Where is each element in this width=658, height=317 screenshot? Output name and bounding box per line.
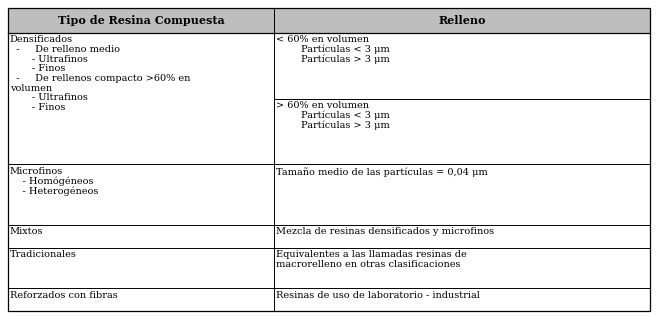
Text: -     De relleno medio: - De relleno medio bbox=[10, 45, 120, 54]
Text: Partículas > 3 μm: Partículas > 3 μm bbox=[276, 55, 390, 64]
Text: Equivalentes a las llamadas resinas de: Equivalentes a las llamadas resinas de bbox=[276, 250, 467, 259]
Bar bbox=[8, 33, 650, 164]
Text: - Homógéneos: - Homógéneos bbox=[10, 177, 93, 186]
Text: Relleno: Relleno bbox=[438, 15, 486, 26]
Bar bbox=[8, 164, 650, 225]
Text: Mezcla de resinas densificados y microfinos: Mezcla de resinas densificados y microfi… bbox=[276, 227, 495, 236]
Text: - Ultrafinos: - Ultrafinos bbox=[10, 55, 88, 64]
Text: macrorelleno en otras clasificaciones: macrorelleno en otras clasificaciones bbox=[276, 260, 461, 269]
Text: - Finos: - Finos bbox=[10, 103, 65, 112]
Text: Resinas de uso de laboratorio - industrial: Resinas de uso de laboratorio - industri… bbox=[276, 291, 480, 300]
Text: Densificados: Densificados bbox=[10, 35, 73, 44]
Text: Mixtos: Mixtos bbox=[10, 227, 43, 236]
Text: -     De rellenos compacto >60% en: - De rellenos compacto >60% en bbox=[10, 74, 190, 83]
Bar bbox=[8, 8, 650, 33]
Bar bbox=[8, 225, 650, 248]
Text: Partículas < 3 μm: Partículas < 3 μm bbox=[276, 111, 390, 120]
Text: Tradicionales: Tradicionales bbox=[10, 250, 77, 259]
Text: < 60% en volumen: < 60% en volumen bbox=[276, 35, 369, 44]
Text: Reforzados con fibras: Reforzados con fibras bbox=[10, 291, 118, 300]
Text: Tipo de Resina Compuesta: Tipo de Resina Compuesta bbox=[58, 15, 224, 26]
Text: Partículas > 3 μm: Partículas > 3 μm bbox=[276, 120, 390, 130]
Text: volumen: volumen bbox=[10, 84, 52, 93]
Text: - Ultrafinos: - Ultrafinos bbox=[10, 93, 88, 102]
Bar bbox=[8, 288, 650, 311]
Bar bbox=[8, 248, 650, 288]
Text: - Heterogéneos: - Heterogéneos bbox=[10, 186, 98, 196]
Text: - Finos: - Finos bbox=[10, 64, 65, 73]
Text: Microfinos: Microfinos bbox=[10, 167, 63, 176]
Text: Tamaño medio de las partículas = 0,04 μm: Tamaño medio de las partículas = 0,04 μm bbox=[276, 167, 488, 177]
Text: > 60% en volumen: > 60% en volumen bbox=[276, 101, 369, 110]
Text: Partículas < 3 μm: Partículas < 3 μm bbox=[276, 45, 390, 55]
